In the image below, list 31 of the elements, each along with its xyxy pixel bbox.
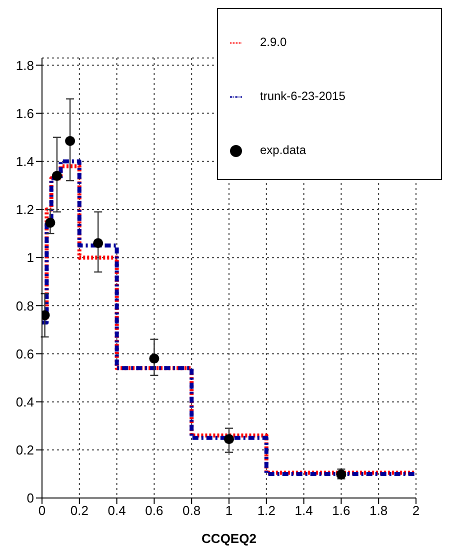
point	[93, 238, 104, 248]
x-tick-label: 1.4	[294, 503, 313, 518]
point	[65, 136, 76, 146]
y-tick-label: 0.2	[16, 442, 34, 458]
y-tick-label: 1.2	[16, 202, 34, 218]
point	[45, 218, 56, 228]
y-tick-label: 0.4	[16, 394, 34, 410]
point	[224, 434, 234, 444]
y-tick-label: 1.8	[16, 58, 34, 73]
x-tick-label: 0.6	[145, 503, 164, 518]
x-tick-label: 1.6	[332, 503, 350, 518]
x-tick-label: 0.2	[70, 503, 88, 518]
y-tick-label: 1.4	[16, 154, 34, 170]
point	[149, 354, 160, 364]
y-tick-label: 0	[26, 490, 34, 506]
y-tick-label: 0.6	[16, 346, 34, 362]
point	[52, 170, 62, 181]
legend-label: trunk-6-23-2015	[260, 89, 346, 103]
legend-label: exp.data	[260, 143, 306, 157]
x-tick-label: 1.2	[257, 503, 276, 518]
x-axis-title: CCQEQ2	[202, 531, 256, 546]
y-tick-label: 1.6	[16, 106, 34, 121]
x-tick-label: 2	[412, 503, 420, 518]
legend-label: 2.9.0	[260, 35, 287, 49]
y-tick-label: 1	[26, 250, 34, 266]
x-tick-label: 1.8	[370, 503, 388, 518]
x-tick-label: 0	[38, 503, 46, 518]
x-tick-label: 0.8	[182, 503, 201, 518]
y-tick-label: 0.8	[16, 298, 34, 314]
x-tick-label: 1	[225, 503, 233, 518]
x-tick-label: 0.4	[108, 503, 126, 518]
